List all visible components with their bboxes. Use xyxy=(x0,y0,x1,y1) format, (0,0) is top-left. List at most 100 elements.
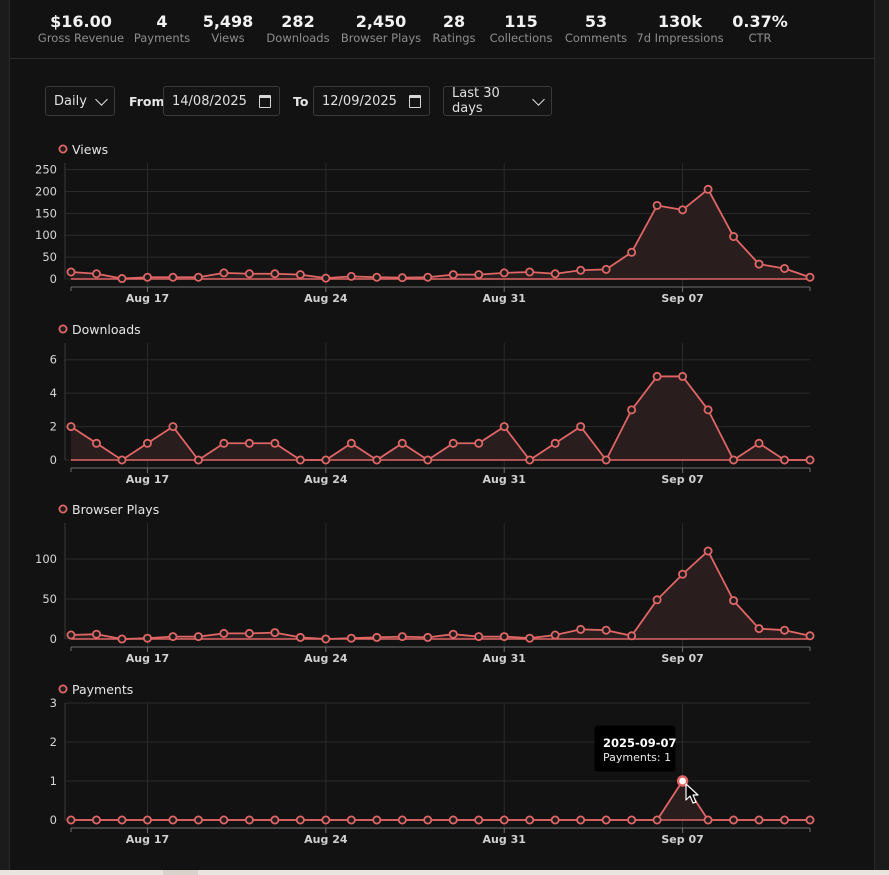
data-point[interactable] xyxy=(627,631,637,641)
interval-select[interactable]: Daily xyxy=(45,86,115,116)
data-point[interactable] xyxy=(91,438,101,448)
data-point[interactable] xyxy=(66,630,76,640)
data-point[interactable] xyxy=(270,815,280,825)
data-point[interactable] xyxy=(780,625,790,635)
data-point[interactable] xyxy=(525,633,535,643)
data-point[interactable] xyxy=(117,274,127,284)
data-point[interactable] xyxy=(805,631,815,641)
data-point[interactable] xyxy=(423,455,433,465)
data-point[interactable] xyxy=(805,455,815,465)
data-point[interactable] xyxy=(193,632,203,642)
data-point[interactable] xyxy=(91,629,101,639)
data-point[interactable] xyxy=(627,815,637,825)
data-point[interactable] xyxy=(652,595,662,605)
data-point[interactable] xyxy=(397,273,407,283)
data-point[interactable] xyxy=(193,455,203,465)
from-date-input[interactable]: 14/08/2025 xyxy=(163,86,280,116)
data-point[interactable] xyxy=(576,815,586,825)
data-point[interactable] xyxy=(601,455,611,465)
data-point[interactable] xyxy=(729,455,739,465)
data-point[interactable] xyxy=(168,272,178,282)
data-point[interactable] xyxy=(346,438,356,448)
data-point[interactable] xyxy=(474,438,484,448)
data-point[interactable] xyxy=(397,438,407,448)
data-point[interactable] xyxy=(703,815,713,825)
data-point[interactable] xyxy=(346,633,356,643)
data-point[interactable] xyxy=(423,815,433,825)
data-point[interactable] xyxy=(780,815,790,825)
data-point[interactable] xyxy=(678,371,688,381)
data-point[interactable] xyxy=(346,815,356,825)
data-point[interactable] xyxy=(703,184,713,194)
data-point[interactable] xyxy=(295,632,305,642)
data-point[interactable] xyxy=(372,455,382,465)
data-point[interactable] xyxy=(703,546,713,556)
data-point[interactable] xyxy=(627,405,637,415)
data-point[interactable] xyxy=(219,438,229,448)
data-point[interactable] xyxy=(576,265,586,275)
data-point[interactable] xyxy=(168,422,178,432)
to-date-input[interactable]: 12/09/2025 xyxy=(313,86,430,116)
data-point[interactable] xyxy=(117,634,127,644)
data-point[interactable] xyxy=(703,405,713,415)
data-point[interactable] xyxy=(652,815,662,825)
data-point[interactable] xyxy=(448,438,458,448)
data-point[interactable] xyxy=(423,272,433,282)
data-point[interactable] xyxy=(550,815,560,825)
data-point[interactable] xyxy=(601,625,611,635)
data-point[interactable] xyxy=(270,628,280,638)
data-point[interactable] xyxy=(499,632,509,642)
data-point[interactable] xyxy=(448,270,458,280)
data-point[interactable] xyxy=(91,269,101,279)
data-point[interactable] xyxy=(754,624,764,634)
data-point-active[interactable] xyxy=(676,775,689,787)
data-point[interactable] xyxy=(295,270,305,280)
data-point[interactable] xyxy=(550,630,560,640)
data-point[interactable] xyxy=(295,455,305,465)
data-point[interactable] xyxy=(372,632,382,642)
data-point[interactable] xyxy=(219,628,229,638)
data-point[interactable] xyxy=(754,815,764,825)
data-point[interactable] xyxy=(754,438,764,448)
calendar-icon[interactable] xyxy=(409,94,421,108)
data-point[interactable] xyxy=(244,628,254,638)
data-point[interactable] xyxy=(525,815,535,825)
data-point[interactable] xyxy=(193,272,203,282)
data-point[interactable] xyxy=(448,629,458,639)
data-point[interactable] xyxy=(168,632,178,642)
data-point[interactable] xyxy=(729,232,739,242)
calendar-icon[interactable] xyxy=(259,94,271,108)
data-point[interactable] xyxy=(754,259,764,269)
data-point[interactable] xyxy=(805,272,815,282)
data-point[interactable] xyxy=(66,267,76,277)
data-point[interactable] xyxy=(678,569,688,579)
data-point[interactable] xyxy=(219,268,229,278)
data-point[interactable] xyxy=(66,815,76,825)
data-point[interactable] xyxy=(346,271,356,281)
data-point[interactable] xyxy=(805,815,815,825)
data-point[interactable] xyxy=(91,815,101,825)
data-point[interactable] xyxy=(474,632,484,642)
data-point[interactable] xyxy=(397,815,407,825)
data-point[interactable] xyxy=(550,269,560,279)
data-point[interactable] xyxy=(525,267,535,277)
data-point[interactable] xyxy=(499,268,509,278)
data-point[interactable] xyxy=(576,422,586,432)
data-point[interactable] xyxy=(142,633,152,643)
data-point[interactable] xyxy=(193,815,203,825)
data-point[interactable] xyxy=(295,815,305,825)
data-point[interactable] xyxy=(321,273,331,283)
data-point[interactable] xyxy=(117,815,127,825)
range-select[interactable]: Last 30 days xyxy=(443,86,552,116)
data-point[interactable] xyxy=(601,264,611,274)
data-point[interactable] xyxy=(601,815,611,825)
data-point[interactable] xyxy=(474,815,484,825)
data-point[interactable] xyxy=(117,455,127,465)
data-point[interactable] xyxy=(270,438,280,448)
data-point[interactable] xyxy=(652,371,662,381)
data-point[interactable] xyxy=(397,632,407,642)
data-point[interactable] xyxy=(372,815,382,825)
data-point[interactable] xyxy=(142,815,152,825)
data-point[interactable] xyxy=(142,272,152,282)
data-point[interactable] xyxy=(244,269,254,279)
